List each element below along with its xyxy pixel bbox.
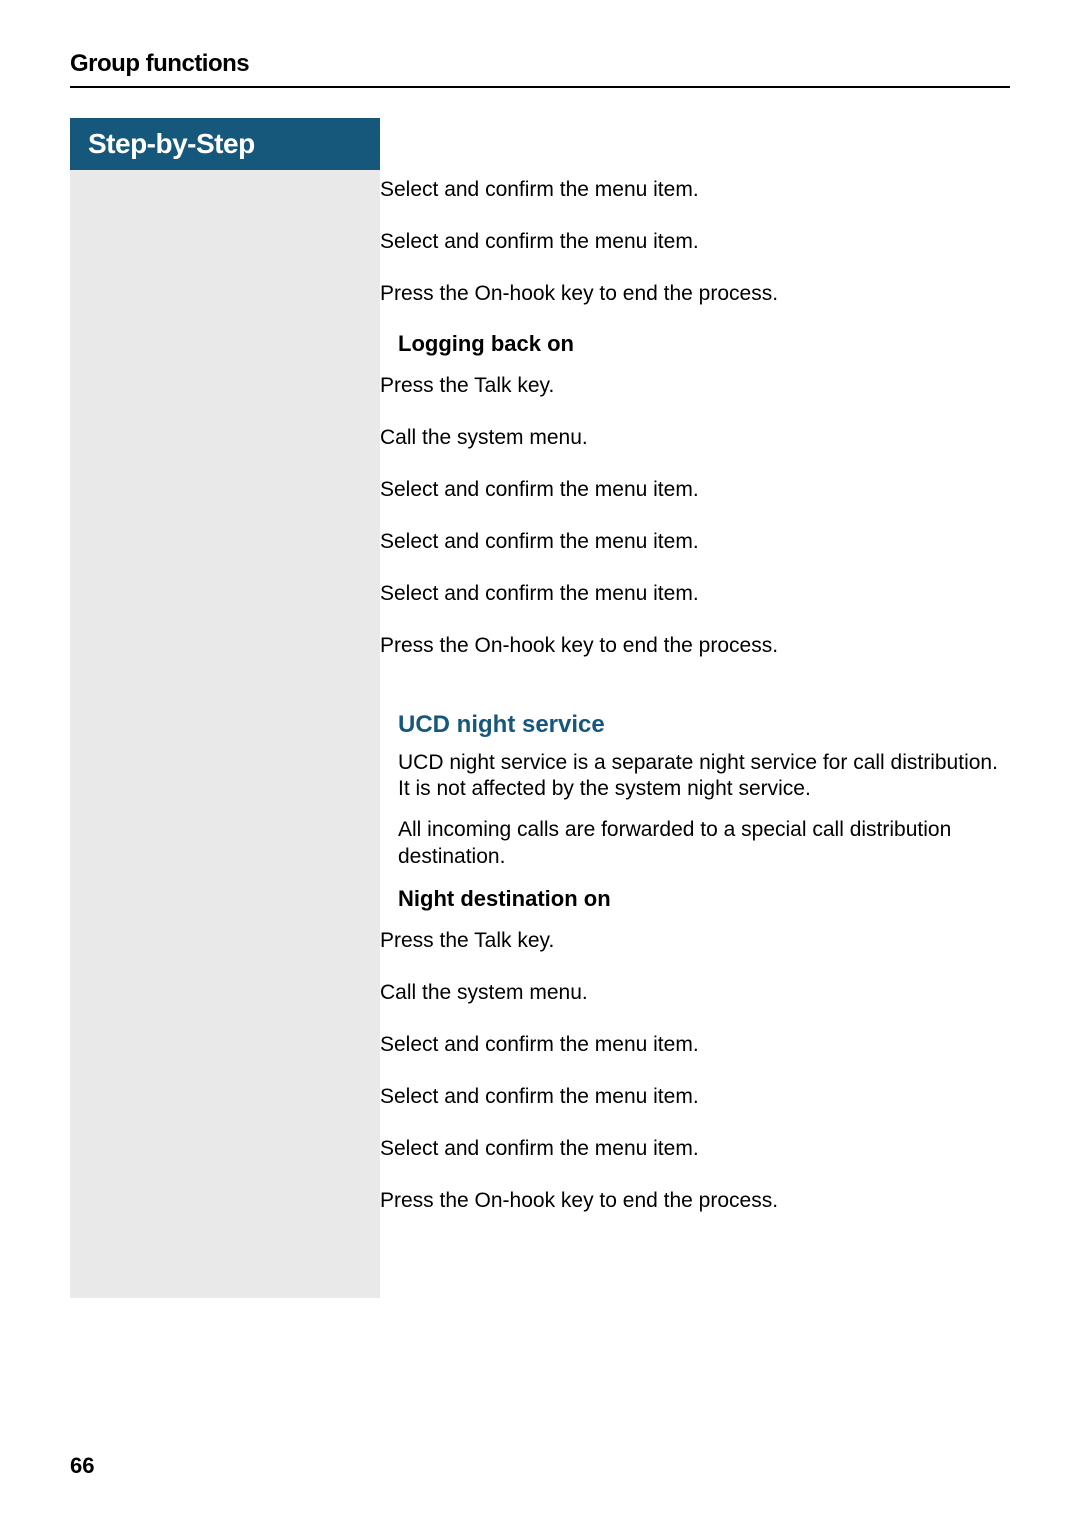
step-row: *403=Work on?OKSelect and confirm the me…: [398, 226, 1010, 258]
step-row: Press the On-hook key to end the process…: [398, 630, 1010, 662]
step-text: Select and confirm the menu item.: [380, 474, 699, 503]
step-row: UCD Menu?OKSelect and confirm the menu i…: [398, 526, 1010, 558]
body-paragraph: UCD night service is a separate night se…: [398, 750, 1010, 804]
steps-container: UCD Menu?OKSelect and confirm the menu i…: [398, 174, 1010, 1217]
step-text: Select and confirm the menu item.: [380, 1133, 699, 1162]
header-rule: [70, 86, 1010, 88]
step-text: Press the Talk key.: [380, 925, 554, 954]
step-text: Select and confirm the menu item.: [380, 174, 699, 203]
step-text: Call the system menu.: [380, 422, 588, 451]
step-text: Call the system menu.: [380, 977, 588, 1006]
step-row: Service?OKSelect and confirm the menu it…: [398, 474, 1010, 506]
header-title: Group functions: [70, 50, 1010, 86]
step-row: UCD Menu?OKSelect and confirm the menu i…: [398, 174, 1010, 206]
step-text: Select and confirm the menu item.: [380, 578, 699, 607]
section-heading: Night destination on: [398, 885, 1010, 913]
step-text: Press the On-hook key to end the process…: [380, 278, 778, 307]
page-number: 66: [70, 1453, 94, 1479]
step-row: Press the On-hook key to end the process…: [398, 1185, 1010, 1217]
step-text: Select and confirm the menu item.: [380, 1029, 699, 1058]
step-row: Press the On-hook key to end the process…: [398, 278, 1010, 310]
step-row: UCD Menu?OKSelect and confirm the menu i…: [398, 1081, 1010, 1113]
step-row: Service?OKSelect and confirm the menu it…: [398, 1029, 1010, 1061]
right-column: UCD Menu?OKSelect and confirm the menu i…: [380, 118, 1010, 1237]
step-text: Press the Talk key.: [380, 370, 554, 399]
step-row: #403=Work off?OKSelect and confirm the m…: [398, 578, 1010, 610]
step-text: Press the On-hook key to end the process…: [380, 630, 778, 659]
step-text: Select and confirm the menu item.: [380, 526, 699, 555]
step-text: Press the On-hook key to end the process…: [380, 1185, 778, 1214]
section-heading: Logging back on: [398, 330, 1010, 358]
step-row: *404=UCD night on?OKSelect and confirm t…: [398, 1133, 1010, 1165]
step-row: Press the Talk key.: [398, 370, 1010, 402]
step-row: MenuCall the system menu.: [398, 977, 1010, 1009]
main-two-column: Step-by-Step UCD Menu?OKSelect and confi…: [70, 118, 1010, 1298]
left-column-bg: Step-by-Step: [70, 118, 380, 1298]
page-root: Group functions Step-by-Step UCD Menu?OK…: [0, 0, 1080, 1529]
body-paragraph: All incoming calls are forwarded to a sp…: [398, 817, 1010, 871]
step-row: Press the Talk key.: [398, 925, 1010, 957]
step-text: Select and confirm the menu item.: [380, 226, 699, 255]
section-heading-blue: UCD night service: [398, 710, 1010, 740]
step-text: Select and confirm the menu item.: [380, 1081, 699, 1110]
step-by-step-banner: Step-by-Step: [70, 118, 380, 170]
step-row: MenuCall the system menu.: [398, 422, 1010, 454]
